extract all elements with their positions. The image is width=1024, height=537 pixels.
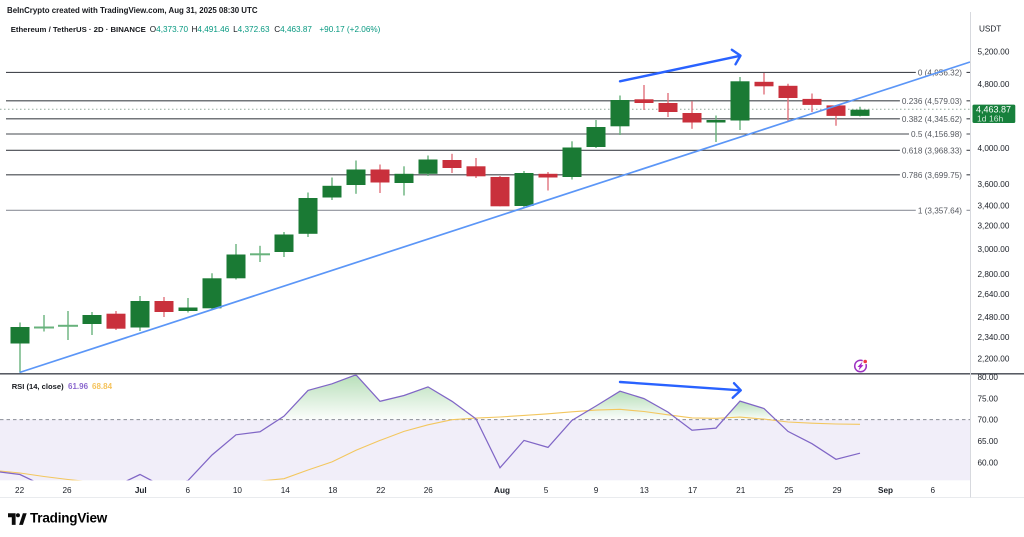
svg-text:5,200.00: 5,200.00 bbox=[978, 48, 1010, 57]
svg-text:Sep: Sep bbox=[878, 486, 893, 495]
svg-text:1 (3,357.64): 1 (3,357.64) bbox=[918, 207, 962, 216]
svg-text:29: 29 bbox=[832, 486, 842, 495]
svg-text:2,340.00: 2,340.00 bbox=[978, 333, 1010, 342]
svg-text:61.96: 61.96 bbox=[68, 382, 89, 391]
svg-text:2,800.00: 2,800.00 bbox=[978, 270, 1010, 279]
svg-text:6: 6 bbox=[931, 486, 936, 495]
svg-text:26: 26 bbox=[424, 486, 434, 495]
svg-text:21: 21 bbox=[736, 486, 746, 495]
svg-text:3,200.00: 3,200.00 bbox=[978, 222, 1010, 231]
svg-text:TradingView: TradingView bbox=[30, 510, 108, 525]
svg-text:60.00: 60.00 bbox=[978, 458, 999, 467]
svg-text:75.00: 75.00 bbox=[978, 394, 999, 403]
svg-text:65.00: 65.00 bbox=[978, 437, 999, 446]
svg-text:22: 22 bbox=[15, 486, 25, 495]
svg-text:USDT: USDT bbox=[979, 24, 1001, 33]
svg-text:0.786 (3,699.75): 0.786 (3,699.75) bbox=[902, 171, 962, 180]
svg-text:25: 25 bbox=[784, 486, 794, 495]
svg-text:9: 9 bbox=[594, 486, 599, 495]
svg-text:70.00: 70.00 bbox=[978, 416, 999, 425]
svg-text:+90.17 (+2.06%): +90.17 (+2.06%) bbox=[319, 25, 380, 34]
svg-text:1d 16h: 1d 16h bbox=[977, 114, 1004, 124]
svg-text:2,480.00: 2,480.00 bbox=[978, 313, 1010, 322]
svg-text:O4,373.70: O4,373.70 bbox=[150, 25, 189, 34]
svg-text:6: 6 bbox=[186, 486, 191, 495]
svg-text:Ethereum / TetherUS · 2D · BIN: Ethereum / TetherUS · 2D · BINANCE bbox=[11, 25, 146, 34]
svg-text:22: 22 bbox=[376, 486, 386, 495]
svg-text:68.84: 68.84 bbox=[92, 382, 113, 391]
svg-text:17: 17 bbox=[688, 486, 698, 495]
svg-text:2,200.00: 2,200.00 bbox=[978, 354, 1010, 363]
svg-text:BeInCrypto created with Tradin: BeInCrypto created with TradingView.com,… bbox=[7, 6, 258, 15]
svg-text:Jul: Jul bbox=[135, 486, 147, 495]
svg-text:26: 26 bbox=[62, 486, 72, 495]
svg-text:4,800.00: 4,800.00 bbox=[978, 80, 1010, 89]
svg-text:RSI (14, close): RSI (14, close) bbox=[12, 382, 64, 391]
svg-text:0.236 (4,579.03): 0.236 (4,579.03) bbox=[902, 97, 962, 106]
svg-text:13: 13 bbox=[640, 486, 650, 495]
svg-text:14: 14 bbox=[281, 486, 291, 495]
svg-text:H4,491.46: H4,491.46 bbox=[192, 25, 230, 34]
svg-text:0.382 (4,345.62): 0.382 (4,345.62) bbox=[902, 115, 962, 124]
svg-text:0.5 (4,156.98): 0.5 (4,156.98) bbox=[911, 130, 962, 139]
svg-text:80.00: 80.00 bbox=[978, 373, 999, 382]
svg-text:4,000.00: 4,000.00 bbox=[978, 144, 1010, 153]
svg-text:4,463.87: 4,463.87 bbox=[976, 104, 1011, 114]
svg-text:5: 5 bbox=[544, 486, 549, 495]
svg-text:18: 18 bbox=[328, 486, 338, 495]
svg-text:0.618 (3,968.33): 0.618 (3,968.33) bbox=[902, 147, 962, 156]
svg-text:L4,372.63: L4,372.63 bbox=[233, 25, 270, 34]
svg-text:Aug: Aug bbox=[494, 486, 510, 495]
svg-text:0 (4,956.32): 0 (4,956.32) bbox=[918, 69, 962, 78]
svg-text:10: 10 bbox=[233, 486, 243, 495]
svg-text:3,600.00: 3,600.00 bbox=[978, 180, 1010, 189]
svg-text:2,640.00: 2,640.00 bbox=[978, 290, 1010, 299]
svg-text:3,400.00: 3,400.00 bbox=[978, 201, 1010, 210]
svg-text:3,000.00: 3,000.00 bbox=[978, 245, 1010, 254]
svg-text:C4,463.87: C4,463.87 bbox=[274, 25, 312, 34]
